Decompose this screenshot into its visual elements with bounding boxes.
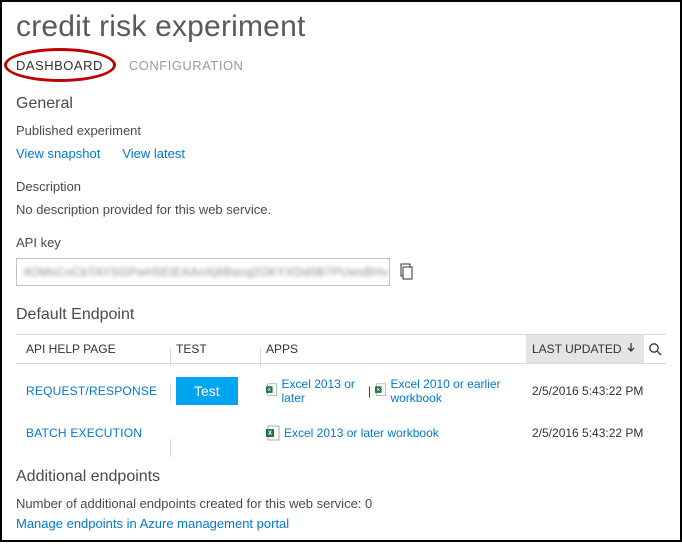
col-test[interactable]: TEST [176, 342, 266, 356]
tab-dashboard[interactable]: DASHBOARD [16, 58, 103, 73]
search-icon[interactable] [644, 342, 666, 356]
published-experiment-label: Published experiment [16, 123, 666, 138]
endpoint-table: API HELP PAGE TEST APPS LAST UPDATED REQ… [16, 334, 666, 454]
sort-descending-icon [626, 342, 636, 356]
api-key-label: API key [16, 235, 666, 250]
excel-2013-link[interactable]: Excel 2013 or later [282, 377, 364, 405]
api-key-value: 4OMsCoCbTAYSGPwH5EtEAAnXj6Bacq2OKYXDd0B7… [23, 265, 388, 279]
page-title: credit risk experiment [16, 10, 666, 44]
table-header: API HELP PAGE TEST APPS LAST UPDATED [16, 334, 666, 364]
tab-dashboard-label: DASHBOARD [16, 58, 103, 73]
svg-text:X: X [268, 431, 272, 437]
general-heading: General [16, 95, 666, 113]
additional-endpoints-count: Number of additional endpoints created f… [16, 496, 666, 511]
excel-icon: X [266, 425, 280, 441]
col-apps[interactable]: APPS [266, 342, 526, 356]
additional-endpoints-heading: Additional endpoints [16, 468, 666, 486]
view-snapshot-link[interactable]: View snapshot [16, 146, 100, 161]
timestamp: 2/5/2016 5:43:22 PM [526, 384, 666, 398]
copy-icon[interactable] [398, 263, 414, 281]
excel-icon: X [266, 383, 278, 399]
batch-execution-link[interactable]: BATCH EXECUTION [26, 426, 142, 440]
description-label: Description [16, 179, 666, 194]
table-row: REQUEST/RESPONSE Test X Excel 2013 or la… [16, 370, 666, 412]
api-key-field[interactable]: 4OMsCoCbTAYSGPwH5EtEAAnXj6Bacq2OKYXDd0B7… [16, 258, 390, 286]
default-endpoint-heading: Default Endpoint [16, 306, 666, 324]
tab-configuration[interactable]: CONFIGURATION [129, 58, 244, 73]
tab-configuration-label: CONFIGURATION [129, 58, 244, 73]
col-last-updated[interactable]: LAST UPDATED [526, 335, 644, 363]
view-latest-link[interactable]: View latest [122, 146, 185, 161]
description-text: No description provided for this web ser… [16, 202, 666, 217]
manage-endpoints-link[interactable]: Manage endpoints in Azure management por… [16, 516, 289, 531]
excel-icon: X [375, 383, 387, 399]
timestamp: 2/5/2016 5:43:22 PM [526, 426, 666, 440]
table-row: BATCH EXECUTION X Excel 2013 or later wo… [16, 412, 666, 454]
col-last-updated-label: LAST UPDATED [532, 342, 622, 356]
test-button[interactable]: Test [176, 377, 238, 405]
excel-2010-link[interactable]: Excel 2010 or earlier workbook [390, 377, 526, 405]
col-api-help[interactable]: API HELP PAGE [16, 342, 176, 356]
excel-2013-workbook-link[interactable]: Excel 2013 or later workbook [284, 426, 439, 440]
app-separator: | [368, 384, 371, 398]
request-response-link[interactable]: REQUEST/RESPONSE [26, 384, 157, 398]
tab-bar: DASHBOARD CONFIGURATION [16, 58, 666, 73]
